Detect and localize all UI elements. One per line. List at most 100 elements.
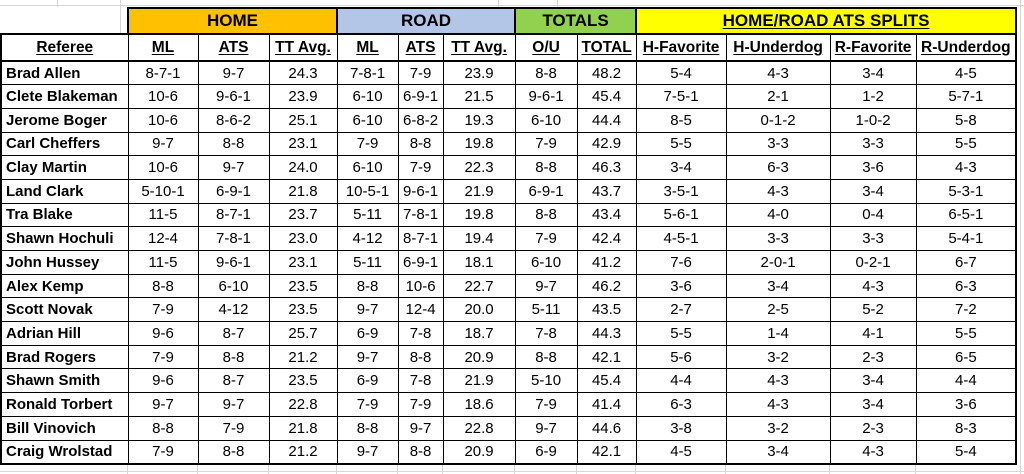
stat-cell-road-ats[interactable]: 6-9-1 — [397, 84, 444, 109]
stat-cell-home-ml[interactable]: 12-4 — [127, 226, 199, 251]
stat-cell-h-underdog[interactable]: 3-3 — [725, 226, 831, 251]
stat-cell-road-tt-avg[interactable]: 21.9 — [442, 368, 516, 394]
group-header-home[interactable]: HOME — [126, 7, 339, 35]
column-header-home-tt-avg[interactable]: TT Avg. — [268, 33, 338, 62]
stat-cell-home-ats[interactable]: 9-6-1 — [197, 84, 270, 109]
stat-cell-home-tt-avg[interactable]: 23.0 — [268, 226, 338, 251]
stat-cell-h-favorite[interactable]: 7-6 — [635, 250, 727, 275]
referee-name-cell[interactable]: Brad Rogers — [0, 344, 129, 370]
stat-cell-r-favorite[interactable]: 0-2-1 — [829, 250, 917, 275]
referee-name-cell[interactable]: Craig Wrolstad — [0, 439, 129, 465]
stat-cell-h-favorite[interactable]: 8-5 — [635, 107, 727, 133]
stat-cell-road-ml[interactable]: 7-9 — [336, 392, 399, 417]
stat-cell-road-tt-avg[interactable]: 19.3 — [442, 107, 516, 133]
column-header-road-ats[interactable]: ATS — [397, 33, 444, 62]
stat-cell-road-tt-avg[interactable]: 20.9 — [442, 439, 516, 465]
column-header-referee[interactable]: Referee — [0, 33, 129, 62]
stat-cell-road-ml[interactable]: 9-7 — [336, 297, 399, 323]
stat-cell-road-ats[interactable]: 9-7 — [397, 415, 444, 441]
stat-cell-road-ats[interactable]: 7-9 — [397, 155, 444, 180]
stat-cell-home-ats[interactable]: 9-7 — [197, 155, 270, 180]
stat-cell-home-tt-avg[interactable]: 23.1 — [268, 131, 338, 157]
stat-cell-road-ats[interactable]: 8-7-1 — [397, 226, 444, 251]
stat-cell-home-ats[interactable]: 6-9-1 — [197, 178, 270, 204]
stat-cell-r-underdog[interactable]: 5-7-1 — [915, 84, 1018, 109]
stat-cell-r-underdog[interactable]: 5-5 — [915, 321, 1018, 346]
referee-name-cell[interactable]: Adrian Hill — [0, 321, 129, 346]
stat-cell-road-ml[interactable]: 5-11 — [336, 202, 399, 228]
stat-cell-h-favorite[interactable]: 5-5 — [635, 321, 727, 346]
stat-cell-home-ml[interactable]: 7-9 — [127, 344, 199, 370]
stat-cell-total[interactable]: 48.2 — [576, 60, 637, 86]
stat-cell-road-ats[interactable]: 9-6-1 — [397, 178, 444, 204]
stat-cell-home-ats[interactable]: 9-6-1 — [197, 250, 270, 275]
stat-cell-ou[interactable]: 8-8 — [514, 344, 578, 370]
stat-cell-road-tt-avg[interactable]: 22.7 — [442, 273, 516, 299]
stat-cell-ou[interactable]: 6-9-1 — [514, 178, 578, 204]
referee-name-cell[interactable]: Shawn Hochuli — [0, 226, 129, 251]
stat-cell-total[interactable]: 42.4 — [576, 226, 637, 251]
stat-cell-home-ats[interactable]: 8-7 — [197, 321, 270, 346]
group-header-totals[interactable]: TOTALS — [514, 7, 638, 35]
stat-cell-r-favorite[interactable]: 3-4 — [829, 60, 917, 86]
stat-cell-ou[interactable]: 7-9 — [514, 392, 578, 417]
stat-cell-r-favorite[interactable]: 3-4 — [829, 368, 917, 394]
stat-cell-r-favorite[interactable]: 4-3 — [829, 273, 917, 299]
stat-cell-r-underdog[interactable]: 6-5 — [915, 344, 1018, 370]
stat-cell-road-ml[interactable]: 6-10 — [336, 84, 399, 109]
stat-cell-home-ats[interactable]: 9-7 — [197, 392, 270, 417]
stat-cell-h-favorite[interactable]: 5-4 — [635, 60, 727, 86]
stat-cell-r-favorite[interactable]: 3-4 — [829, 178, 917, 204]
column-header-r-underdog[interactable]: R-Underdog — [915, 33, 1018, 62]
stat-cell-home-ml[interactable]: 9-6 — [127, 368, 199, 394]
stat-cell-road-ml[interactable]: 6-10 — [336, 155, 399, 180]
stat-cell-total[interactable]: 43.5 — [576, 297, 637, 323]
stat-cell-home-tt-avg[interactable]: 23.5 — [268, 273, 338, 299]
stat-cell-road-ats[interactable]: 6-8-2 — [397, 107, 444, 133]
column-header-r-favorite[interactable]: R-Favorite — [829, 33, 917, 62]
stat-cell-total[interactable]: 44.4 — [576, 107, 637, 133]
stat-cell-h-underdog[interactable]: 2-0-1 — [725, 250, 831, 275]
referee-name-cell[interactable]: Jerome Boger — [0, 107, 129, 133]
stat-cell-r-favorite[interactable]: 3-3 — [829, 226, 917, 251]
stat-cell-h-favorite[interactable]: 3-8 — [635, 415, 727, 441]
stat-cell-h-favorite[interactable]: 3-4 — [635, 155, 727, 180]
stat-cell-home-tt-avg[interactable]: 23.1 — [268, 250, 338, 275]
stat-cell-road-tt-avg[interactable]: 19.4 — [442, 226, 516, 251]
stat-cell-r-favorite[interactable]: 0-4 — [829, 202, 917, 228]
referee-name-cell[interactable]: Alex Kemp — [0, 273, 129, 299]
stat-cell-road-ats[interactable]: 12-4 — [397, 297, 444, 323]
stat-cell-road-tt-avg[interactable]: 18.1 — [442, 250, 516, 275]
group-header-ats-splits[interactable]: HOME/ROAD ATS SPLITS — [635, 7, 1018, 35]
stat-cell-home-ats[interactable]: 6-10 — [197, 273, 270, 299]
stat-cell-h-underdog[interactable]: 2-5 — [725, 297, 831, 323]
stat-cell-home-ats[interactable]: 8-8 — [197, 439, 270, 465]
stat-cell-road-tt-avg[interactable]: 18.6 — [442, 392, 516, 417]
column-header-road-tt-avg[interactable]: TT Avg. — [442, 33, 516, 62]
stat-cell-home-ats[interactable]: 4-12 — [197, 297, 270, 323]
stat-cell-r-favorite[interactable]: 2-3 — [829, 415, 917, 441]
stat-cell-home-tt-avg[interactable]: 21.2 — [268, 439, 338, 465]
stat-cell-h-underdog[interactable]: 3-2 — [725, 344, 831, 370]
stat-cell-r-favorite[interactable]: 5-2 — [829, 297, 917, 323]
stat-cell-h-underdog[interactable]: 3-2 — [725, 415, 831, 441]
referee-name-cell[interactable]: Bill Vinovich — [0, 415, 129, 441]
referee-name-cell[interactable]: Ronald Torbert — [0, 392, 129, 417]
stat-cell-home-tt-avg[interactable]: 22.8 — [268, 392, 338, 417]
column-header-home-ml[interactable]: ML — [127, 33, 199, 62]
stat-cell-road-tt-avg[interactable]: 19.8 — [442, 202, 516, 228]
stat-cell-ou[interactable]: 7-9 — [514, 131, 578, 157]
stat-cell-home-ml[interactable]: 10-6 — [127, 155, 199, 180]
stat-cell-ou[interactable]: 5-10 — [514, 368, 578, 394]
stat-cell-home-ml[interactable]: 8-8 — [127, 415, 199, 441]
stat-cell-road-ats[interactable]: 10-6 — [397, 273, 444, 299]
stat-cell-r-favorite[interactable]: 3-3 — [829, 131, 917, 157]
stat-cell-road-ml[interactable]: 9-7 — [336, 344, 399, 370]
stat-cell-total[interactable]: 46.2 — [576, 273, 637, 299]
stat-cell-h-favorite[interactable]: 4-5 — [635, 439, 727, 465]
stat-cell-home-ats[interactable]: 8-8 — [197, 344, 270, 370]
stat-cell-h-underdog[interactable]: 4-3 — [725, 392, 831, 417]
stat-cell-home-tt-avg[interactable]: 24.0 — [268, 155, 338, 180]
stat-cell-r-underdog[interactable]: 5-4-1 — [915, 226, 1018, 251]
stat-cell-home-ml[interactable]: 10-6 — [127, 107, 199, 133]
